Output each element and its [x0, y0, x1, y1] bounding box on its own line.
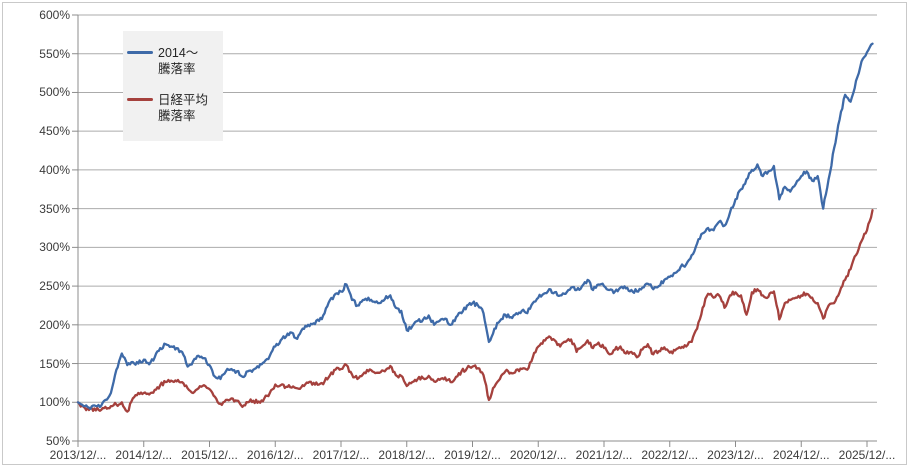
y-axis-label: 400%: [39, 162, 70, 177]
x-axis-label: 2022/12/...: [641, 448, 699, 462]
y-axis-label: 250%: [39, 279, 70, 294]
legend-label-series2-line1: 日経平均: [158, 93, 209, 107]
x-axis-label: 2020/12/...: [509, 448, 567, 462]
legend-label-series2: 日経平均 騰落率: [158, 92, 208, 124]
legend-label-series2-line2: 騰落率: [158, 109, 196, 123]
legend-label-series1-line1: 2014〜: [158, 46, 199, 60]
y-axis-label: 500%: [39, 85, 70, 100]
legend-label-series1-line2: 騰落率: [158, 62, 196, 76]
legend-entry-series1: 2014〜騰落率: [127, 45, 223, 77]
y-axis-label: 350%: [39, 201, 70, 216]
x-axis-label: 2013/12/...: [49, 448, 107, 462]
series1-line-swatch: [127, 51, 153, 54]
y-axis-label: 200%: [39, 317, 70, 332]
legend-label-series1: 2014〜騰落率: [158, 45, 198, 77]
legend: 2014〜 騰落率 日経平均 騰落率: [123, 31, 223, 141]
x-axis-label: 2023/12/...: [707, 448, 764, 462]
y-axis-label: 600%: [39, 8, 70, 22]
y-axis-label: 450%: [39, 124, 70, 139]
x-axis-label: 2019/12/...: [444, 448, 501, 462]
y-axis-label: 300%: [39, 240, 70, 255]
series-line-nikkei: [76, 209, 874, 413]
x-axis-label: 2025/12/...: [838, 448, 896, 462]
y-axis-label: 100%: [39, 395, 70, 410]
x-axis-label: 2014/12/...: [115, 448, 173, 462]
x-axis-label: 2015/12/...: [181, 448, 238, 462]
series-line-fund: [76, 42, 874, 411]
y-axis-label: 50%: [45, 434, 70, 448]
x-axis-label: 2017/12/...: [312, 448, 370, 462]
legend-entry-series2: 日経平均 騰落率: [127, 92, 223, 124]
x-axis-label: 2024/12/...: [772, 448, 830, 462]
y-axis-label: 150%: [39, 356, 70, 371]
x-axis-label: 2021/12/...: [575, 448, 633, 462]
y-axis-label: 550%: [39, 46, 70, 61]
x-axis-label: 2018/12/...: [378, 448, 436, 462]
series2-line-swatch: [127, 98, 153, 101]
x-axis-label: 2016/12/...: [246, 448, 304, 462]
